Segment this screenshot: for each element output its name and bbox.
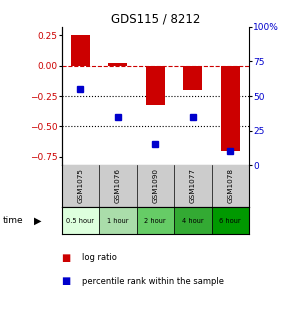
Text: 6 hour: 6 hour xyxy=(219,218,241,223)
Text: time: time xyxy=(3,216,23,225)
Bar xyxy=(71,35,90,66)
Text: 4 hour: 4 hour xyxy=(182,218,204,223)
Text: 1 hour: 1 hour xyxy=(107,218,129,223)
Text: GSM1078: GSM1078 xyxy=(227,168,233,204)
Text: GSM1075: GSM1075 xyxy=(77,168,83,204)
Bar xyxy=(221,66,240,151)
Text: GSM1090: GSM1090 xyxy=(152,168,158,204)
Bar xyxy=(183,66,202,90)
Bar xyxy=(99,207,137,235)
Text: ▶: ▶ xyxy=(34,216,42,225)
Bar xyxy=(108,63,127,66)
Text: GSM1077: GSM1077 xyxy=(190,168,196,204)
Title: GDS115 / 8212: GDS115 / 8212 xyxy=(110,13,200,26)
Text: ■: ■ xyxy=(62,277,71,287)
Bar xyxy=(62,207,99,235)
Text: GSM1076: GSM1076 xyxy=(115,168,121,204)
Text: percentile rank within the sample: percentile rank within the sample xyxy=(82,277,224,286)
Text: 0.5 hour: 0.5 hour xyxy=(66,218,94,223)
Text: ■: ■ xyxy=(62,253,71,263)
Bar xyxy=(146,66,165,104)
Text: log ratio: log ratio xyxy=(82,253,117,262)
Bar xyxy=(174,207,212,235)
Bar xyxy=(212,207,249,235)
Bar xyxy=(137,207,174,235)
Text: 2 hour: 2 hour xyxy=(144,218,166,223)
